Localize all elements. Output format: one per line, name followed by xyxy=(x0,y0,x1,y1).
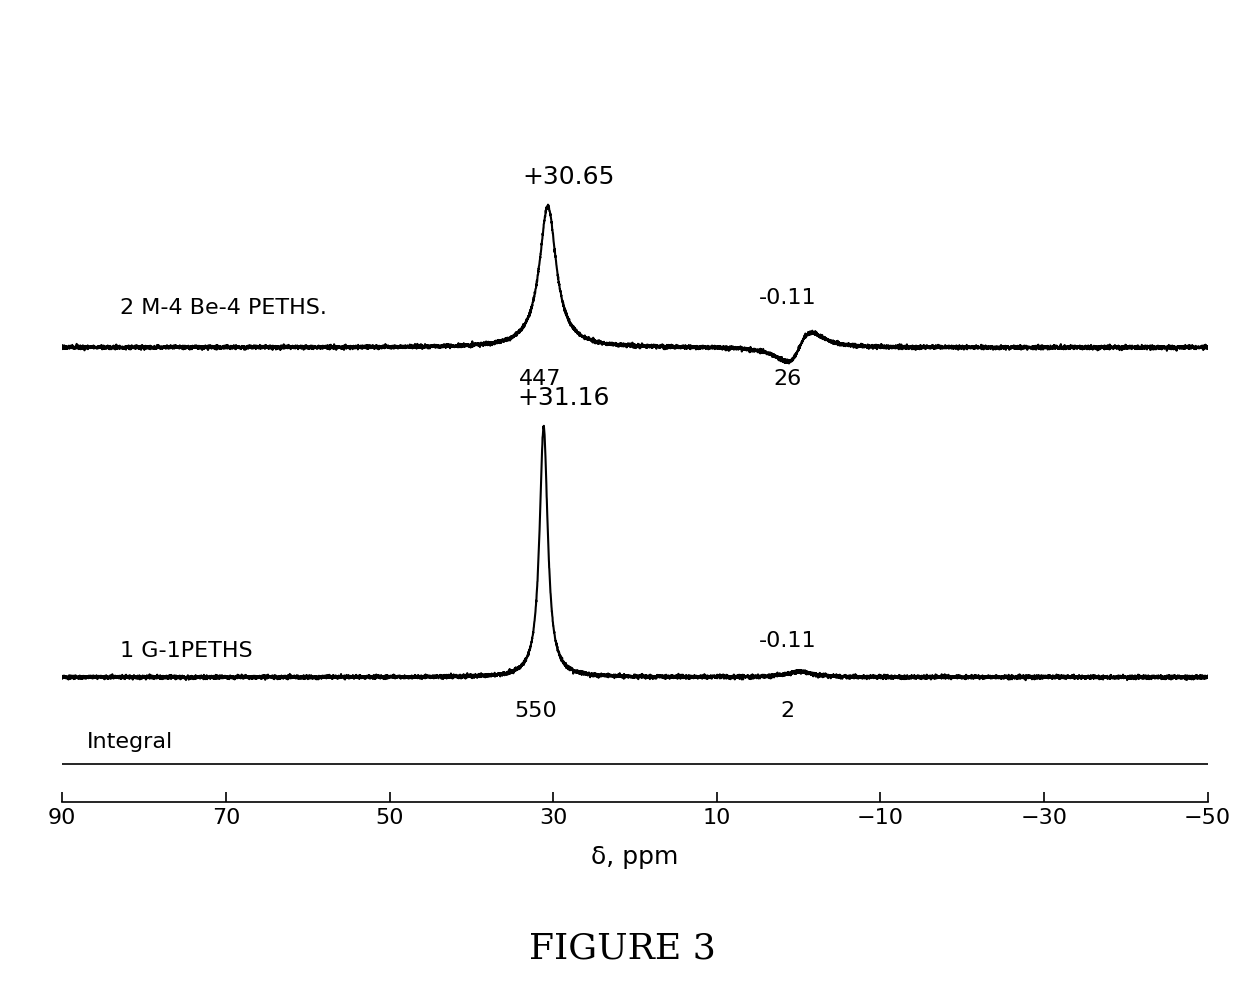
Text: +31.16: +31.16 xyxy=(518,385,610,409)
Text: -0.11: -0.11 xyxy=(758,630,817,650)
Text: 1 G-1PETHS: 1 G-1PETHS xyxy=(120,640,253,660)
Text: Integral: Integral xyxy=(87,731,173,751)
Text: 2 M-4 Be-4 PETHS.: 2 M-4 Be-4 PETHS. xyxy=(120,297,326,317)
Text: -0.11: -0.11 xyxy=(758,287,817,307)
Text: +30.65: +30.65 xyxy=(522,165,615,190)
Text: 550: 550 xyxy=(514,700,557,720)
Text: 26: 26 xyxy=(773,368,802,388)
Text: FIGURE 3: FIGURE 3 xyxy=(529,931,716,965)
X-axis label: δ, ppm: δ, ppm xyxy=(591,844,679,868)
Text: 2: 2 xyxy=(781,700,794,720)
Text: 447: 447 xyxy=(518,368,560,388)
